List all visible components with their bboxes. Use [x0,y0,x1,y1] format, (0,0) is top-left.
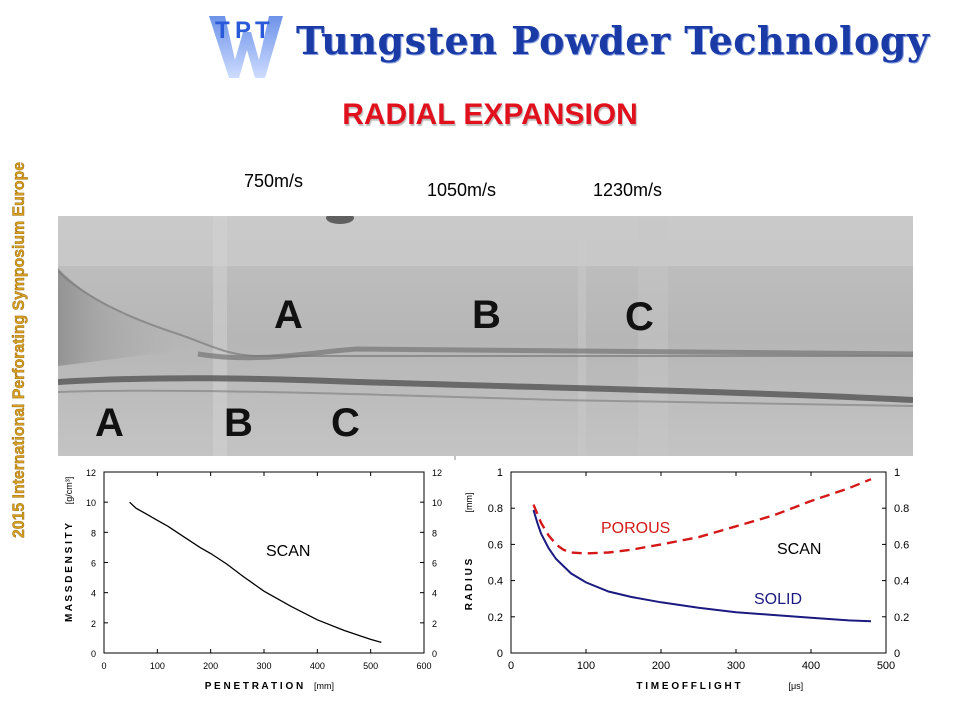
x-tick-label: 200 [652,660,670,672]
x-tick-label: 400 [802,660,820,672]
y-tick-label-right: 4 [432,589,437,599]
side-caption: 2015 International Perforating Symposium… [0,160,32,540]
lower-label-b: B [224,401,253,445]
y-tick-label-right: 0.4 [894,576,909,588]
y-tick-label: 0 [91,649,96,659]
y-tick-label-right: 0 [894,648,900,660]
y-tick-label-right: 2 [432,619,437,629]
y-tick-label: 0.4 [488,576,503,588]
series-line-solid [532,509,872,623]
lower-label-a: A [95,401,124,445]
y-tick-label-right: 0.8 [894,503,909,515]
series-line-0 [129,501,382,644]
y-tick-label: 8 [91,528,96,538]
solid-annotation: SOLID [754,591,802,608]
y-tick-label: 6 [91,559,96,569]
series-line-porous [532,478,872,555]
y-tick-label-right: 8 [432,528,437,538]
y-axis-label: R A D I U S [464,558,475,610]
x-tick-label: 0 [101,661,106,671]
y-tick-label: 12 [86,468,96,478]
y-axis-unit: [g/cm³] [64,477,74,505]
y-tick-label-right: 6 [432,559,437,569]
y-tick-label-right: 10 [432,498,442,508]
speed-label-a: 750m/s [244,171,304,191]
x-tick-label: 100 [150,661,165,671]
x-axis-unit: [μs] [789,681,804,691]
porous-annotation: POROUS [601,520,670,537]
y-tick-label: 0.2 [488,612,503,624]
page-title: RADIAL EXPANSION [342,98,638,131]
side-caption-text: 2015 International Perforating Symposium… [9,162,28,538]
x-tick-label: 200 [203,661,218,671]
lower-label-c: C [331,401,360,445]
logo-mark: T P T [205,8,285,80]
x-tick-label: 300 [256,661,271,671]
x-axis-unit: [mm] [314,681,334,691]
y-tick-label-right: 0.6 [894,539,909,551]
y-tick-label: 4 [91,589,96,599]
y-tick-label-right: 0 [432,649,437,659]
y-tick-label-right: 0.2 [894,612,909,624]
y-tick-label: 0.8 [488,503,503,515]
streak-photograph: A B C A B C [58,216,913,460]
x-tick-label: 600 [416,661,431,671]
scan-annotation: SCAN [777,541,821,558]
x-tick-label: 100 [577,660,595,672]
speed-label-c: 1230m/s [593,180,663,200]
plot-frame [103,471,425,654]
y-axis-label: M A S S D E N S I T Y [64,523,75,622]
upper-label-c: C [625,295,654,339]
logo-letter-t1: T [215,17,230,44]
x-tick-label: 500 [363,661,378,671]
y-tick-label-right: 1 [894,467,900,479]
y-tick-label: 1 [497,467,503,479]
y-tick-label: 0 [497,648,503,660]
x-axis-label: T I M E O F F L I G H T [636,681,740,692]
tpt-w-logo-icon: T P T [209,16,283,78]
y-tick-label-right: 12 [432,468,442,478]
x-tick-label: 400 [310,661,325,671]
x-tick-label: 0 [508,660,514,672]
y-tick-label: 10 [86,498,96,508]
x-tick-label: 500 [877,660,895,672]
radius-chart: 0 100 200 300 400 500 0 0 0.2 0.2 0.4 0.4 0.6 0.6 0.8 0… [456,456,936,720]
logo-wordmark: Tungsten Powder Technology [296,18,930,63]
plot-frame [510,471,887,654]
x-axis-label: P E N E T R A T I O N [205,681,304,692]
logo-letter-p: P [235,17,251,44]
speed-label-b: 1050m/s [427,180,497,200]
scan-annotation: SCAN [266,543,310,560]
upper-label-b: B [472,293,501,337]
y-axis-unit: [mm] [464,493,474,513]
y-tick-label: 2 [91,619,96,629]
y-tick-label: 0.6 [488,539,503,551]
density-chart: 0 100 200 300 400 500 600 0 0 2 2 4 4 6 6 8 8 10 10 12 12 P E… [52,456,454,720]
logo-letter-t2: T [255,17,270,44]
upper-label-a: A [274,293,303,337]
x-tick-label: 300 [727,660,745,672]
